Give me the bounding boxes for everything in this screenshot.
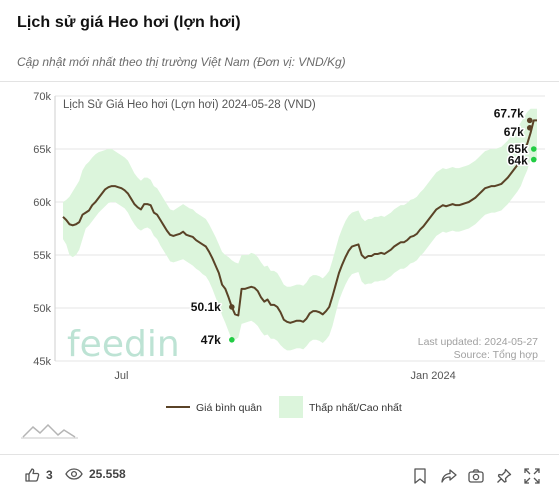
y-tick-label: 50k — [33, 303, 51, 315]
thumbs-up-icon[interactable] — [24, 467, 40, 483]
y-tick-label: 60k — [33, 197, 51, 209]
y-axis: 45k 50k 55k 60k 65k 70k — [33, 91, 51, 368]
x-axis: Jul Jan 2024 — [114, 370, 455, 382]
legend[interactable]: Giá bình quân Thấp nhất/Cao nhất — [166, 396, 402, 418]
annotation-label-halo: 50.1k — [191, 300, 221, 314]
annotation-dot — [526, 117, 533, 124]
annotation-dot — [229, 304, 235, 310]
x-tick-label: Jan 2024 — [410, 370, 455, 382]
average-line — [62, 119, 537, 324]
annotation-label-halo: 65k — [508, 142, 528, 156]
pin-button[interactable] — [495, 467, 513, 485]
annotation-dot — [530, 146, 537, 152]
feedin-watermark: feedin — [67, 324, 180, 365]
min-max-band — [63, 108, 537, 351]
annotation-dot — [229, 337, 235, 343]
bookmark-button[interactable] — [411, 467, 429, 485]
divider — [0, 81, 559, 82]
annotation-label-halo: 67k — [504, 125, 524, 139]
page-title: Lịch sử giá Heo hơi (lợn hơi) — [17, 14, 241, 31]
likes-count: 3 — [46, 468, 53, 482]
expand-icon — [524, 468, 540, 484]
legend-label-average[interactable]: Giá bình quân — [196, 402, 262, 414]
annotation-label: 67.7k — [494, 106, 524, 120]
annotation-dot — [530, 156, 537, 163]
annotation-label-halo: 47k — [201, 333, 221, 347]
grid-lines — [54, 95, 545, 362]
y-tick-label: 70k — [33, 91, 51, 103]
camera-button[interactable] — [467, 467, 485, 485]
watermark-text: feedin — [67, 324, 180, 365]
views-count: 25.558 — [89, 467, 126, 481]
share-button[interactable] — [440, 467, 458, 485]
annotation-dot — [526, 125, 533, 131]
likes-stat[interactable]: 3 — [24, 467, 53, 483]
annotation-label: 47k — [201, 333, 221, 347]
annotation-label-halo: 64k — [508, 154, 528, 168]
divider — [0, 454, 559, 455]
y-tick-label: 55k — [33, 250, 51, 262]
source: Source: Tổng hợp — [454, 349, 538, 361]
annotation-label: 64k — [508, 154, 528, 168]
expand-button[interactable] — [523, 467, 541, 485]
legend-label-range[interactable]: Thấp nhất/Cao nhất — [309, 402, 402, 414]
pin-icon — [497, 468, 512, 483]
annotation-label: 65k — [508, 142, 528, 156]
annotations: 67k67k64k64k65k65k47k47k50.1k50.1k67.7k6… — [189, 105, 537, 348]
bookmark-icon — [414, 468, 426, 484]
page-subtitle: Cập nhật mới nhất theo thị trường Việt N… — [17, 55, 346, 69]
share-icon — [441, 469, 457, 483]
views-stat: 25.558 — [65, 467, 126, 481]
footer-bar: 3 25.558 — [0, 455, 559, 500]
legend-band-swatch — [279, 396, 303, 418]
annotation-label-halo: 67.7k — [494, 106, 524, 120]
price-chart[interactable]: feedin 45k 50k 55k 60k 65k 70k Jul Jan 2024 Lị… — [0, 82, 559, 454]
camera-icon — [468, 469, 484, 483]
annotation-label: 50.1k — [191, 300, 221, 314]
mini-chart-icon[interactable] — [21, 420, 79, 440]
range-band — [63, 108, 537, 351]
x-tick-label: Jul — [114, 370, 128, 382]
chart-title: Lịch Sử Giá Heo hơi (Lợn hơi) 2024-05-28… — [63, 99, 316, 111]
last-updated: Last updated: 2024-05-27 — [418, 336, 538, 348]
average-price-line — [62, 119, 537, 324]
annotation-label: 67k — [504, 125, 524, 139]
y-tick-label: 65k — [33, 144, 51, 156]
eye-icon — [65, 468, 83, 480]
y-tick-label: 45k — [33, 356, 51, 368]
